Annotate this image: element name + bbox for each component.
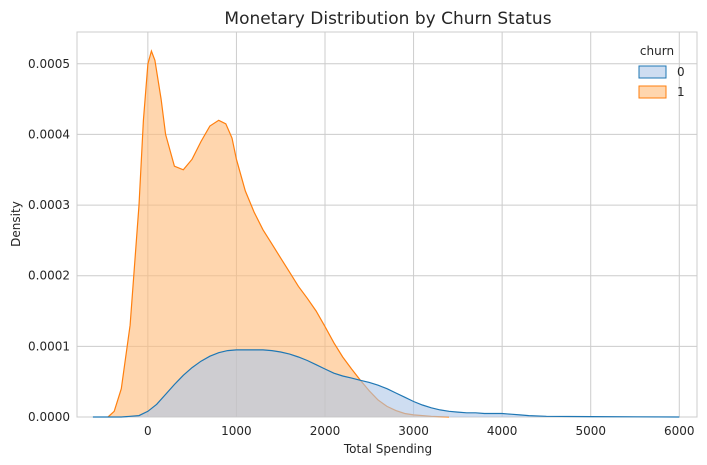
x-axis-ticks: 0 1000 2000 3000 4000 5000 6000 xyxy=(144,424,695,438)
legend-swatch-churn-0 xyxy=(638,65,667,79)
legend-title: churn xyxy=(640,44,674,58)
y-axis-label: Density xyxy=(9,201,23,247)
y-axis-ticks: 0.0000 0.0001 0.0002 0.0003 0.0004 0.0005 xyxy=(28,57,70,424)
density-line-churn-0 xyxy=(92,349,680,418)
y-tick-label: 0.0001 xyxy=(28,339,70,353)
y-tick-label: 0.0004 xyxy=(28,127,70,141)
legend-entries: 01 xyxy=(638,65,685,99)
x-tick-label: 2000 xyxy=(310,424,341,438)
y-tick-label: 0.0005 xyxy=(28,57,70,71)
y-tick-label: 0.0000 xyxy=(28,410,70,424)
density-fill-churn-0 xyxy=(92,349,680,417)
legend-label-churn-0: 0 xyxy=(677,65,685,79)
x-tick-label: 0 xyxy=(144,424,152,438)
x-tick-label: 1000 xyxy=(221,424,252,438)
x-tick-label: 4000 xyxy=(487,424,518,438)
legend-swatch-churn-1 xyxy=(638,85,667,99)
x-tick-label: 3000 xyxy=(398,424,429,438)
y-tick-label: 0.0002 xyxy=(28,269,70,283)
y-tick-label: 0.0003 xyxy=(28,198,70,212)
legend: churn 01 xyxy=(638,44,685,99)
chart-title: Monetary Distribution by Churn Status xyxy=(224,9,551,29)
density-fill-churn-1 xyxy=(108,51,449,417)
x-tick-label: 6000 xyxy=(664,424,695,438)
x-axis-label: Total Spending xyxy=(343,442,432,456)
x-tick-label: 5000 xyxy=(575,424,606,438)
density-areas xyxy=(92,49,680,418)
legend-label-churn-1: 1 xyxy=(677,85,685,99)
